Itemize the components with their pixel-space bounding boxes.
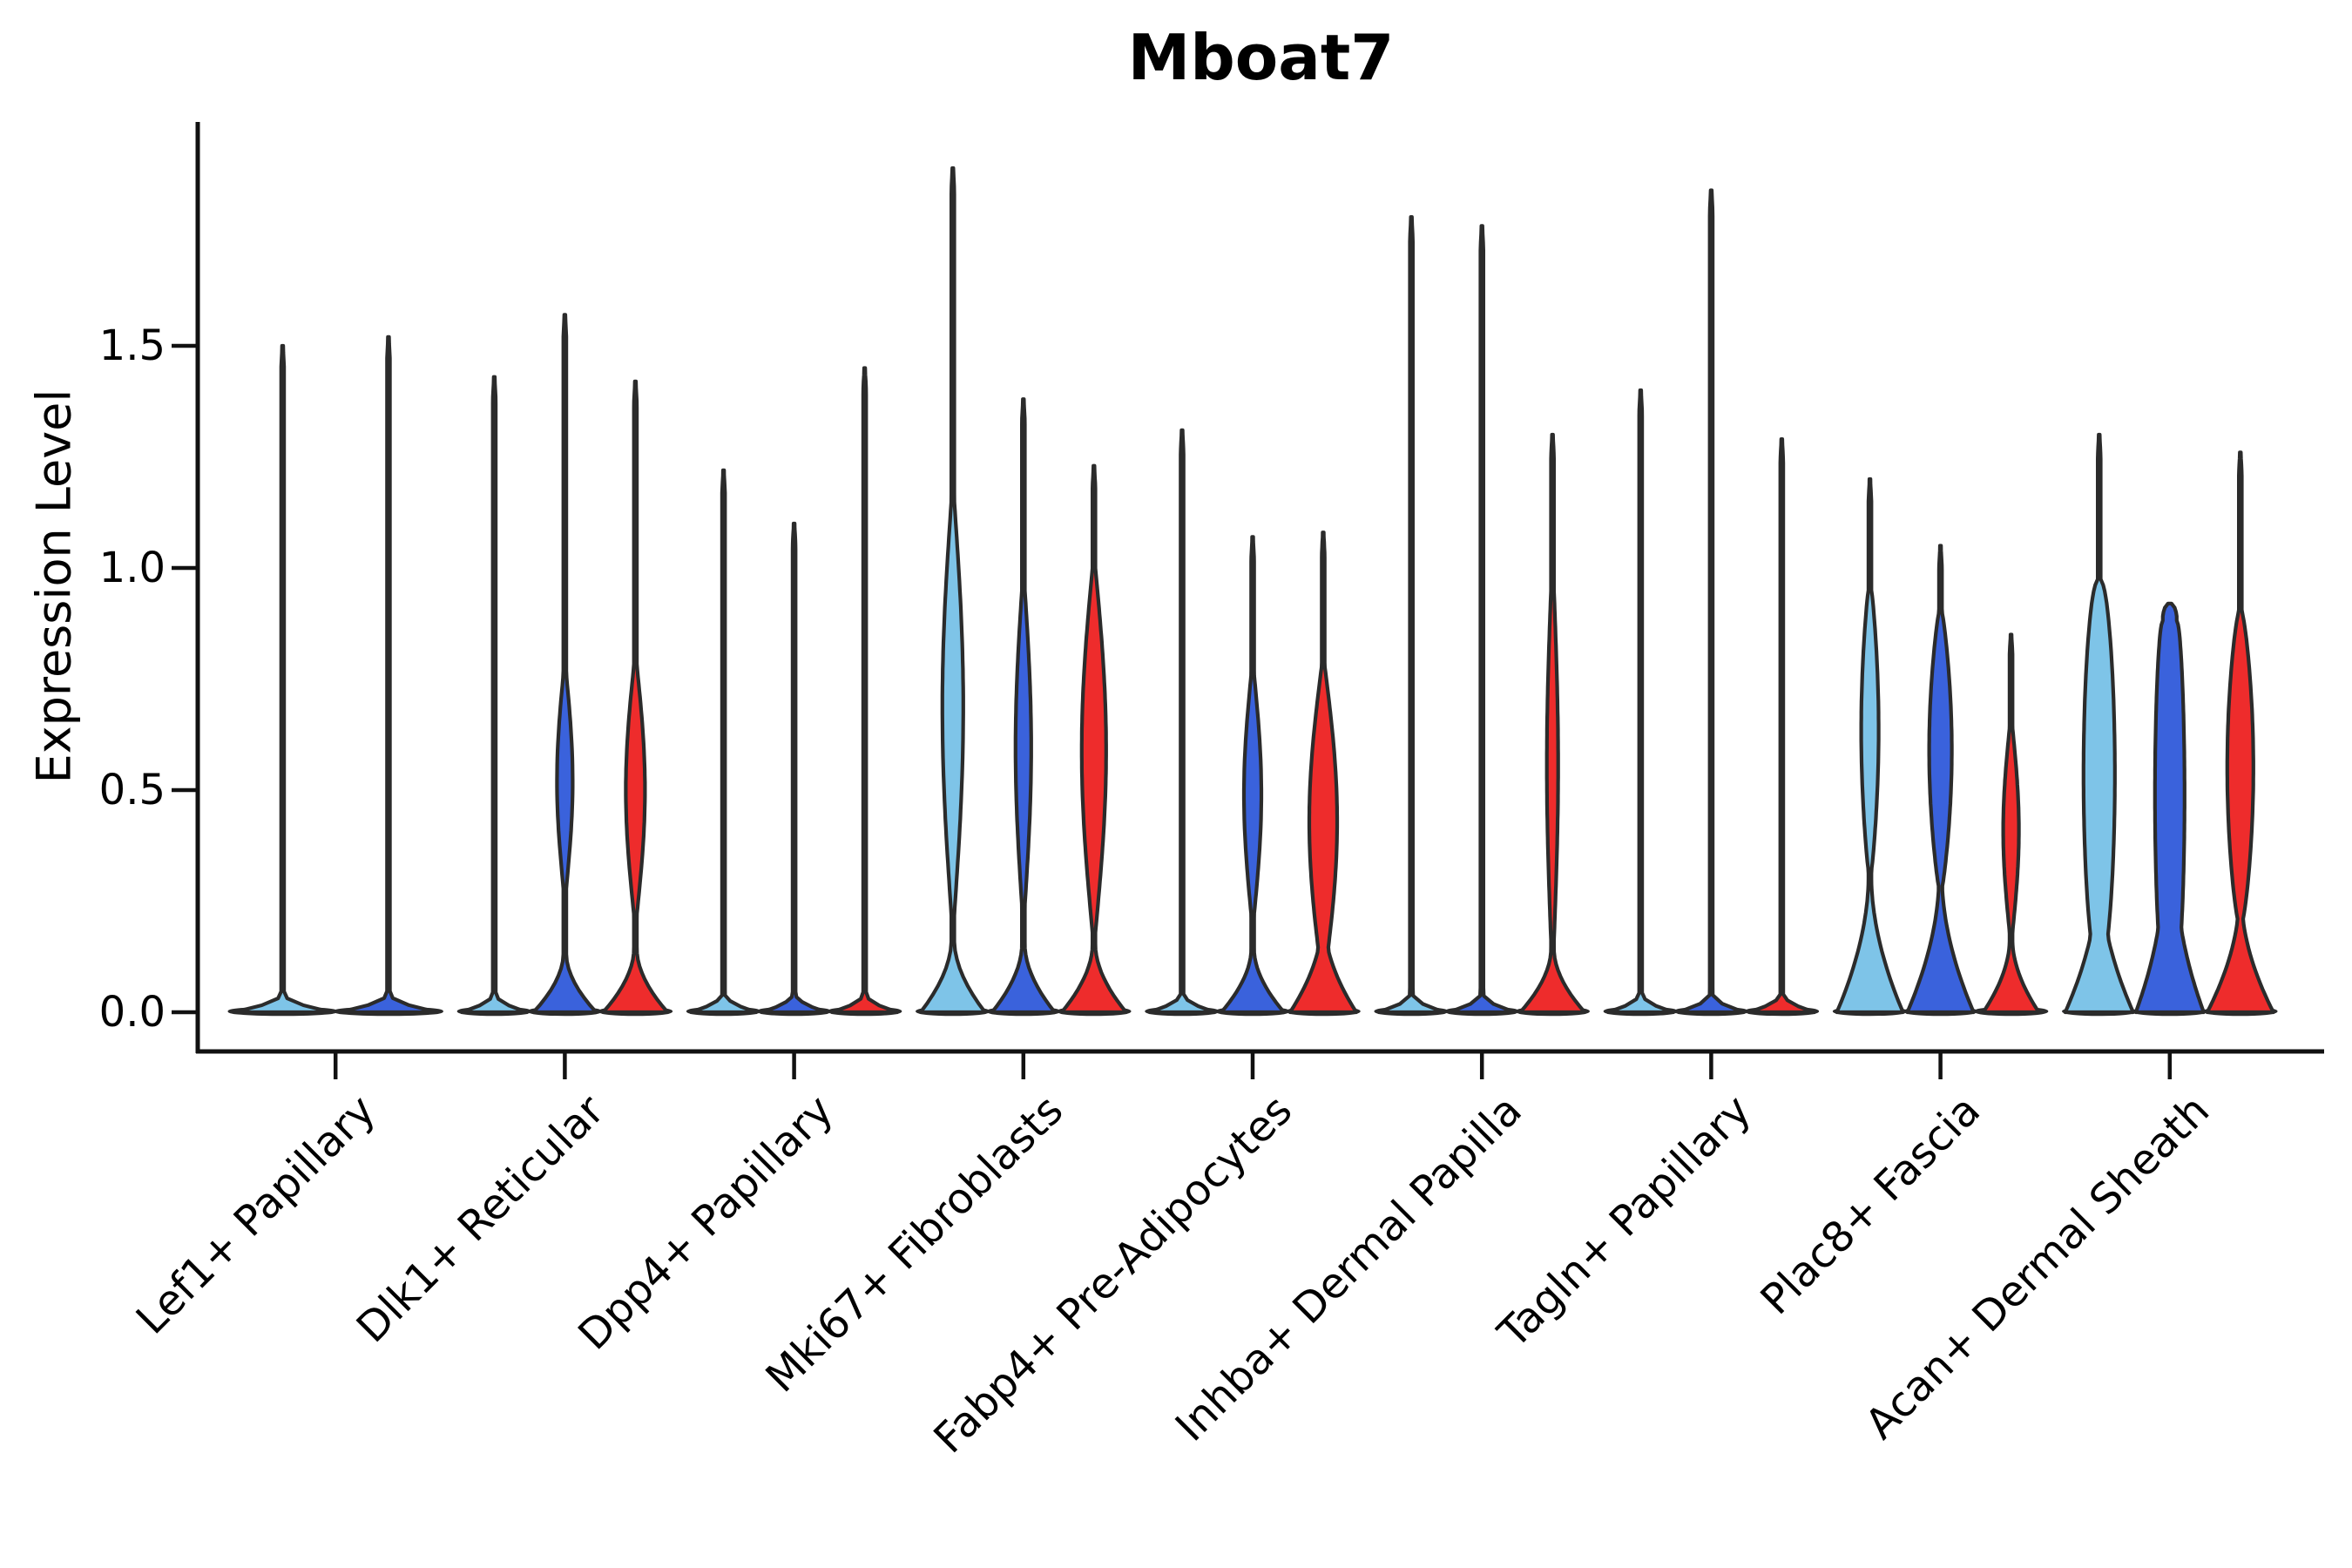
violin-lightblue-7 xyxy=(1835,476,1905,1015)
violin-lightblue-1 xyxy=(460,375,529,1015)
violin-red-7 xyxy=(1981,632,2041,1015)
violin-red-6 xyxy=(1747,437,1816,1015)
y-tick-label: 0.0 xyxy=(98,988,166,1037)
violin-blue-7 xyxy=(1905,544,1976,1015)
y-tick-label: 1.5 xyxy=(98,321,166,370)
violin-lightblue-3 xyxy=(918,166,987,1015)
violin-lightblue-5 xyxy=(1376,215,1446,1015)
violin-blue-3 xyxy=(990,397,1057,1015)
violin-red-5 xyxy=(1518,432,1587,1015)
violin-blue-1 xyxy=(531,313,598,1015)
violin-red-1 xyxy=(601,379,670,1015)
violin-red-8 xyxy=(2205,450,2275,1015)
chart-title: Mboat7 xyxy=(1127,21,1395,94)
violin-blue-8 xyxy=(2133,601,2206,1015)
violin-blue-6 xyxy=(1677,188,1746,1015)
violin-blue-2 xyxy=(760,521,828,1015)
y-tick-label: 1.0 xyxy=(98,544,166,592)
violin-lightblue-6 xyxy=(1606,388,1675,1015)
violin-lightblue-8 xyxy=(2063,432,2135,1015)
y-tick-label: 0.5 xyxy=(98,766,166,814)
violin-blue-5 xyxy=(1447,224,1517,1015)
violin-red-2 xyxy=(830,366,899,1015)
violin-blue-0 xyxy=(338,335,439,1015)
violin-red-4 xyxy=(1288,531,1359,1015)
violin-lightblue-2 xyxy=(689,468,758,1015)
violin-lightblue-4 xyxy=(1147,428,1217,1015)
violin-red-3 xyxy=(1059,463,1128,1015)
violin-blue-4 xyxy=(1219,535,1287,1015)
violin-lightblue-0 xyxy=(232,343,334,1015)
